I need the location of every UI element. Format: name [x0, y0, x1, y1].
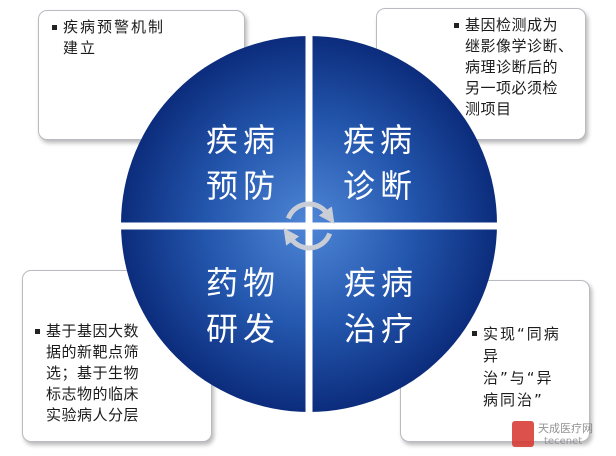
watermark-logo: 天成医疗网 tecenet: [510, 418, 614, 454]
callout-text: 基因检测成为 继影像学诊断、 病理诊断后的 另一项必须检 测项目: [454, 15, 574, 120]
callout-line: 建立: [63, 39, 98, 57]
callout-line: 病同治”: [483, 391, 544, 409]
callout-line: 标志物的临床: [46, 385, 140, 403]
watermark-name: 天成医疗网: [538, 422, 593, 435]
callout-line: 继影像学诊断、: [465, 37, 574, 55]
callout-line: 基于基因大数: [46, 322, 140, 340]
quadrant-label-prevention: 预防: [206, 167, 280, 205]
quadrant-label-drug-rd: 药物: [206, 264, 280, 302]
square-bullet-icon: [454, 23, 459, 28]
callout-line: 测项目: [465, 100, 512, 118]
square-bullet-icon: [35, 329, 40, 334]
cycle-arrow-top: [285, 201, 335, 225]
callout-line: 选；基于生物: [46, 364, 140, 382]
callout-line: 基因检测成为: [465, 16, 559, 34]
callout-line: 实现“同病: [483, 325, 561, 343]
quadrant-label-prevention: 疾病: [206, 121, 280, 159]
quadrant-label-drug-rd: 研发: [206, 310, 280, 348]
logo-icon: [512, 421, 534, 447]
quadrant-label-diagnosis: 诊断: [343, 167, 417, 205]
callout-line: 据的新靶点筛: [46, 343, 140, 361]
callout-text: 基于基因大数 据的新靶点筛 选；基于生物 标志物的临床 实验病人分层: [35, 321, 140, 426]
callout-text: 疾病预警机制 建立: [52, 17, 166, 59]
callout-line: 治”与“异: [483, 369, 554, 387]
square-bullet-icon: [472, 331, 477, 336]
quadrant-label-diagnosis: 疾病: [343, 121, 417, 159]
callout-line: 疾病预警机制: [63, 18, 166, 36]
quadrant-label-treatment: 治疗: [344, 310, 418, 348]
quadrant-label-treatment: 疾病: [344, 264, 418, 302]
callout-text: 实现“同病 异 治”与“异 病同治”: [472, 323, 561, 411]
watermark-site: tecenet: [544, 436, 583, 447]
callout-line: 异: [483, 347, 501, 365]
cycle-arrow-bottom: [283, 227, 333, 251]
cycle-arrows-icon: [283, 201, 335, 251]
callout-line: 实验病人分层: [46, 406, 140, 424]
square-bullet-icon: [52, 25, 57, 30]
callout-line: 另一项必须检: [465, 79, 559, 97]
callout-line: 病理诊断后的: [465, 58, 559, 76]
